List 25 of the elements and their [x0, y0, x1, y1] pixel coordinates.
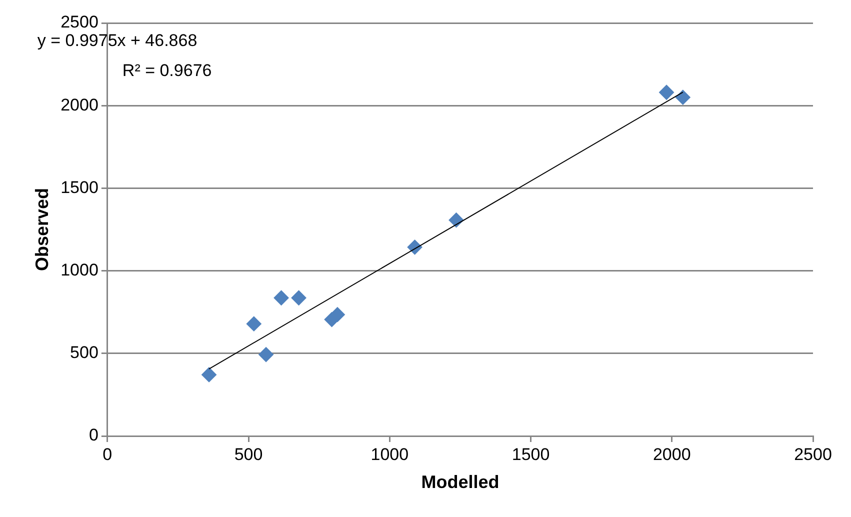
- y-axis-title: Observed: [32, 188, 52, 272]
- x-tick-label: 2500: [794, 444, 832, 464]
- y-tick-label: 0: [88, 426, 98, 445]
- y-tick-label: 1000: [60, 260, 98, 280]
- x-tick-label: 1500: [512, 444, 550, 464]
- y-tick-label: 500: [70, 343, 98, 362]
- point: [448, 212, 464, 228]
- point: [202, 367, 217, 382]
- x-axis-title: Modelled: [421, 472, 500, 492]
- point: [246, 316, 262, 332]
- x-tick-label: 1000: [370, 444, 409, 464]
- x-tick-label: 2000: [652, 444, 691, 464]
- point: [291, 290, 306, 306]
- annotation: R² = 0.9676: [122, 61, 212, 80]
- y-tick-label: 2000: [60, 95, 98, 114]
- point: [407, 240, 422, 255]
- y-tick-label: 1500: [60, 178, 98, 197]
- annotation: y = 0.9975x + 46.868: [37, 31, 198, 50]
- x-tick-label: 0: [102, 444, 112, 464]
- x-tick-label: 500: [234, 444, 263, 464]
- y-tick-label: 2500: [60, 12, 98, 32]
- point: [274, 290, 289, 306]
- point: [675, 90, 690, 105]
- point: [258, 347, 274, 362]
- point: [659, 84, 674, 100]
